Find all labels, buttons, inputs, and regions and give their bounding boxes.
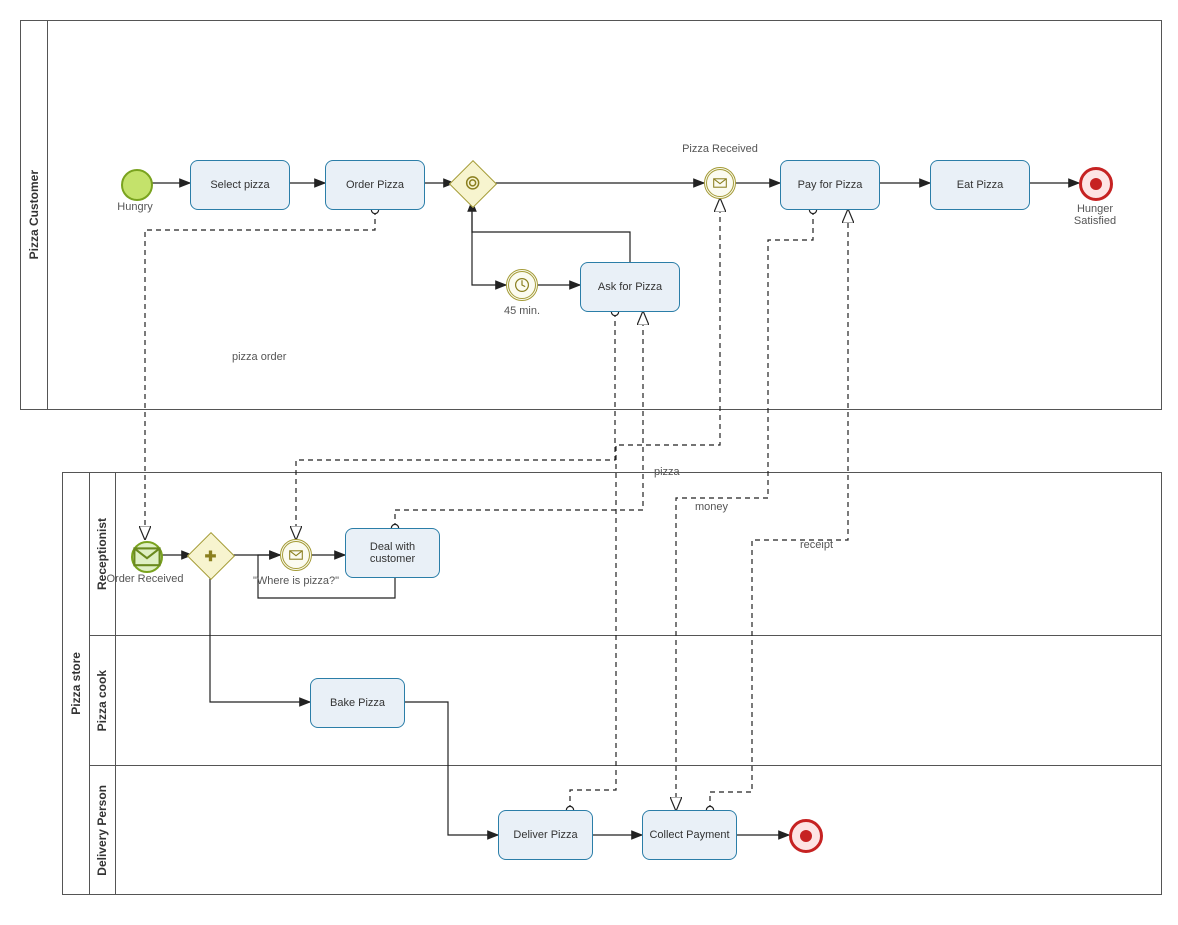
lane: Receptionist [89, 473, 1161, 635]
event-label: Hungry [85, 201, 185, 213]
lane-title: Receptionist [89, 473, 116, 635]
message-event-where[interactable] [280, 539, 312, 571]
pool-label: Pizza store [69, 652, 83, 715]
lane-label: Delivery Person [95, 785, 109, 876]
start-event-hungry[interactable] [121, 169, 153, 201]
end-event-satisfied[interactable] [1079, 167, 1113, 201]
task-order[interactable]: Order Pizza [325, 160, 425, 210]
lane-label: Pizza cook [95, 670, 109, 731]
pool: Pizza store Receptionist Pizza cook Deliver… [62, 472, 1162, 895]
pool-label: Pizza Customer [27, 170, 41, 259]
message-event-pizza-rcvd[interactable] [704, 167, 736, 199]
pool: Pizza Customer [20, 20, 1162, 410]
lane-title: Pizza cook [89, 636, 116, 766]
pool-title: Pizza store [63, 473, 90, 894]
task-eat[interactable]: Eat Pizza [930, 160, 1030, 210]
event-label: "Where is pizza?" [246, 575, 346, 587]
task-bake[interactable]: Bake Pizza [310, 678, 405, 728]
end-event-store-end[interactable] [789, 819, 823, 853]
pool-title: Pizza Customer [21, 21, 48, 409]
task-deal[interactable]: Deal with customer [345, 528, 440, 578]
timer-event-timer45[interactable] [506, 269, 538, 301]
task-collect[interactable]: Collect Payment [642, 810, 737, 860]
lane-title: Delivery Person [89, 766, 116, 895]
start-event-order-rcvd[interactable] [131, 541, 163, 573]
task-select[interactable]: Select pizza [190, 160, 290, 210]
lane: Delivery Person [89, 765, 1161, 895]
event-label: Order Received [95, 573, 195, 585]
bpmn-diagram: Pizza CustomerPizza storeReceptionistPiz… [0, 0, 1178, 925]
lane: Pizza cook [89, 635, 1161, 766]
event-label: Hunger Satisfied [1055, 203, 1135, 227]
task-pay[interactable]: Pay for Pizza [780, 160, 880, 210]
event-label: 45 min. [492, 305, 552, 317]
task-ask[interactable]: Ask for Pizza [580, 262, 680, 312]
task-deliver[interactable]: Deliver Pizza [498, 810, 593, 860]
event-label: Pizza Received [670, 143, 770, 155]
